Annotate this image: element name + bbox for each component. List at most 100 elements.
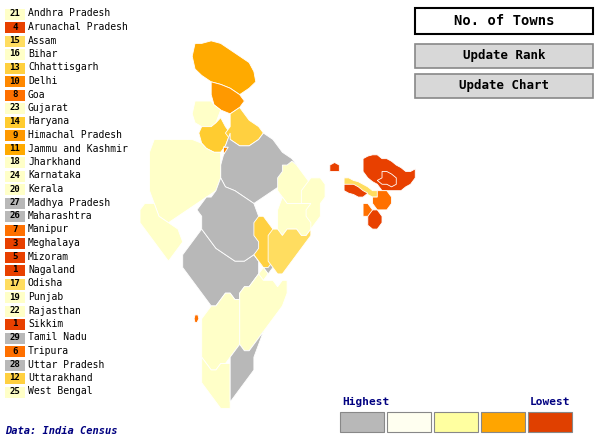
Text: 5: 5	[13, 252, 17, 261]
Text: 29: 29	[10, 333, 20, 342]
Text: 22: 22	[10, 306, 20, 315]
Polygon shape	[197, 178, 283, 274]
Bar	[5, 103, 25, 114]
Polygon shape	[278, 161, 325, 203]
Polygon shape	[363, 203, 373, 216]
Polygon shape	[224, 147, 229, 155]
Text: Gujarat: Gujarat	[28, 103, 69, 113]
Polygon shape	[330, 163, 340, 171]
Text: Bihar: Bihar	[28, 49, 58, 59]
Bar	[5, 157, 25, 168]
Text: Jharkhand: Jharkhand	[28, 157, 81, 167]
Bar	[5, 35, 25, 46]
Polygon shape	[268, 229, 311, 274]
Text: Highest: Highest	[342, 397, 389, 407]
Text: Maharashtra: Maharashtra	[28, 211, 92, 221]
Polygon shape	[199, 118, 230, 152]
Text: 15: 15	[10, 36, 20, 45]
FancyBboxPatch shape	[415, 44, 593, 68]
Polygon shape	[278, 197, 320, 236]
Bar	[5, 171, 25, 182]
Bar	[5, 305, 25, 316]
Polygon shape	[226, 107, 263, 146]
Bar	[528, 412, 572, 432]
Text: Tamil Nadu: Tamil Nadu	[28, 332, 87, 343]
Text: Goa: Goa	[28, 89, 46, 99]
Text: 11: 11	[10, 144, 20, 153]
Text: Kerala: Kerala	[28, 184, 63, 194]
Bar	[434, 412, 478, 432]
Text: 3: 3	[13, 239, 17, 248]
Polygon shape	[344, 184, 368, 197]
Text: 9: 9	[13, 130, 17, 140]
Text: Sikkim: Sikkim	[28, 319, 63, 329]
Polygon shape	[202, 357, 230, 408]
Polygon shape	[301, 178, 325, 229]
Text: 18: 18	[10, 157, 20, 167]
Bar	[5, 332, 25, 343]
Bar	[5, 238, 25, 249]
Polygon shape	[221, 133, 296, 203]
Text: Rajasthan: Rajasthan	[28, 305, 81, 316]
Bar	[5, 184, 25, 195]
Bar	[481, 412, 525, 432]
Text: 26: 26	[10, 212, 20, 221]
Polygon shape	[149, 140, 221, 223]
Text: Arunachal Pradesh: Arunachal Pradesh	[28, 22, 128, 32]
Text: Uttarakhand: Uttarakhand	[28, 373, 92, 383]
Text: Madhya Pradesh: Madhya Pradesh	[28, 198, 110, 207]
Text: Meghalaya: Meghalaya	[28, 238, 81, 248]
FancyBboxPatch shape	[415, 74, 593, 98]
Text: Uttar Pradesh: Uttar Pradesh	[28, 359, 104, 370]
Text: Chhattisgarh: Chhattisgarh	[28, 62, 98, 72]
Polygon shape	[373, 191, 392, 210]
Polygon shape	[239, 267, 268, 306]
Polygon shape	[377, 171, 396, 187]
Text: 1: 1	[13, 320, 17, 328]
Text: 24: 24	[10, 171, 20, 180]
Text: Update Rank: Update Rank	[463, 50, 545, 62]
Text: Tripura: Tripura	[28, 346, 69, 356]
Text: Karnataka: Karnataka	[28, 171, 81, 180]
Polygon shape	[239, 274, 287, 351]
Text: Punjab: Punjab	[28, 292, 63, 302]
Text: 17: 17	[10, 279, 20, 288]
Bar	[5, 278, 25, 290]
Text: 1: 1	[13, 266, 17, 274]
Text: 25: 25	[10, 387, 20, 396]
Bar	[5, 265, 25, 276]
FancyBboxPatch shape	[415, 8, 593, 34]
Bar	[387, 412, 431, 432]
Text: Nagaland: Nagaland	[28, 265, 75, 275]
Bar	[5, 89, 25, 100]
Bar	[5, 117, 25, 127]
Bar	[340, 412, 384, 432]
Polygon shape	[363, 155, 415, 191]
Polygon shape	[211, 82, 244, 114]
Text: 23: 23	[10, 103, 20, 113]
Polygon shape	[230, 332, 263, 402]
Text: Assam: Assam	[28, 35, 58, 46]
Bar	[5, 49, 25, 60]
Bar	[5, 130, 25, 141]
Bar	[5, 62, 25, 73]
Text: Update Chart: Update Chart	[459, 80, 549, 92]
Text: 28: 28	[10, 360, 20, 369]
Polygon shape	[192, 101, 221, 127]
Bar	[5, 211, 25, 222]
Bar	[5, 198, 25, 209]
Polygon shape	[368, 210, 382, 229]
Text: Mizoram: Mizoram	[28, 251, 69, 262]
Text: 13: 13	[10, 63, 20, 72]
Text: Delhi: Delhi	[28, 76, 58, 86]
Polygon shape	[254, 216, 283, 267]
Bar	[5, 373, 25, 384]
Polygon shape	[202, 293, 239, 370]
Text: Manipur: Manipur	[28, 225, 69, 235]
Text: Andhra Pradesh: Andhra Pradesh	[28, 8, 110, 19]
Bar	[5, 346, 25, 357]
Text: 7: 7	[13, 225, 17, 234]
Text: 16: 16	[10, 50, 20, 58]
Polygon shape	[192, 41, 256, 95]
Text: 20: 20	[10, 184, 20, 194]
